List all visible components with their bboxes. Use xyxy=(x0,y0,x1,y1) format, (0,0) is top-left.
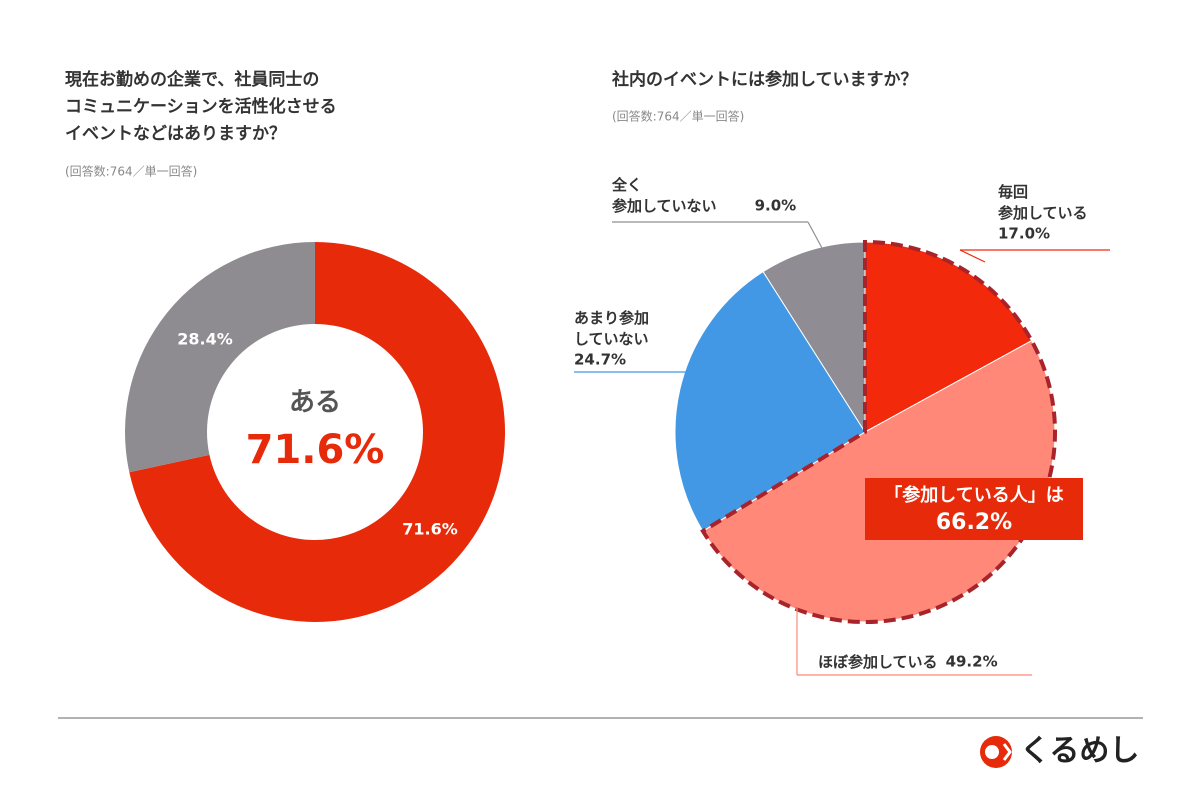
logo-icon xyxy=(980,736,1012,768)
donut-segment xyxy=(129,242,505,622)
value-label: 9.0% xyxy=(755,197,797,215)
annotation-text: 「参加している人」は xyxy=(884,484,1063,506)
annotation-value: 66.2% xyxy=(936,510,1012,535)
value-label: 49.2% xyxy=(946,653,998,671)
leader-line xyxy=(807,221,823,249)
category-label: あまり参加していない xyxy=(574,309,649,348)
center-category: ある xyxy=(289,388,341,418)
chart-title: 現在お勤めの企業で、社員同士のコミュニケーションを活性化させるイベントなどはあり… xyxy=(65,69,337,144)
center-value: 71.6% xyxy=(246,427,385,473)
data-label: 28.4% xyxy=(177,330,233,349)
donut-segment xyxy=(125,242,316,473)
leader-line xyxy=(959,249,986,263)
pie-slice xyxy=(674,270,866,532)
pie-slice xyxy=(762,241,866,434)
value-label: 17.0% xyxy=(998,225,1050,243)
category-label: 毎回参加している xyxy=(998,183,1088,222)
annotation-box xyxy=(865,478,1083,540)
chart-subtitle: (回答数:764／単一回答) xyxy=(612,109,744,124)
data-label: 71.6% xyxy=(402,520,458,539)
chart-subtitle: (回答数:764／単一回答) xyxy=(65,164,197,179)
category-label: 全く参加していない xyxy=(611,176,717,215)
brand: くるめし xyxy=(1020,734,1139,769)
value-label: 24.7% xyxy=(574,351,626,369)
category-label: ほぼ参加している xyxy=(818,653,938,671)
chart-title: 社内のイベントには参加していますか？ xyxy=(611,69,918,90)
